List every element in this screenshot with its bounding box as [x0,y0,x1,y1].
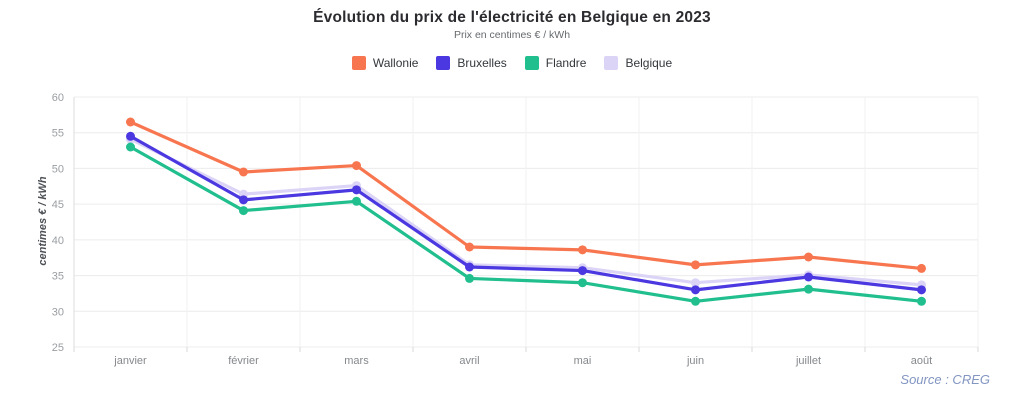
x-tick-label: août [911,355,932,367]
data-point-bruxelles[interactable] [578,266,587,276]
data-point-flandre[interactable] [465,273,474,283]
data-point-belgique[interactable] [691,278,700,288]
data-point-flandre[interactable] [239,206,248,216]
y-tick-label: 55 [52,128,64,140]
source-note: Source : CREG [900,372,990,387]
chart-title: Évolution du prix de l'électricité en Be… [313,9,711,26]
series-line-belgique [128,137,924,287]
data-point-bruxelles[interactable] [352,185,361,195]
x-tick-label: mars [344,355,369,367]
y-tick-label: 40 [52,235,64,247]
y-tick-label: 35 [52,271,64,283]
legend-label: Wallonie [372,56,419,70]
x-tick-label: avril [459,355,479,367]
series-line-bruxelles [128,134,924,292]
x-tick-label: juin [686,355,704,367]
data-point-flandre[interactable] [804,284,813,294]
legend-item-flandre[interactable]: Flandre [524,56,587,70]
y-tick-label: 45 [52,199,64,211]
legend-label: Bruxelles [457,56,507,70]
data-point-wallonie[interactable] [578,245,587,255]
data-point-bruxelles[interactable] [804,272,813,282]
legend-swatch-belgique [604,56,619,70]
y-axis-title: centimes € / kWh [37,176,49,266]
data-point-bruxelles[interactable] [465,262,474,272]
data-point-bruxelles[interactable] [126,131,135,141]
data-point-wallonie[interactable] [804,252,813,262]
legend-item-belgique[interactable]: Belgique [604,56,672,70]
legend-label: Flandre [545,56,587,70]
legend-item-bruxelles[interactable]: Bruxelles [436,56,507,70]
x-tick-label: janvier [113,355,147,367]
y-tick-label: 60 [52,92,64,104]
series-line-flandre [128,145,924,303]
x-tick-label: mai [574,355,592,367]
y-tick-label: 50 [52,163,64,175]
data-point-flandre[interactable] [578,278,587,288]
legend-swatch-bruxelles [436,56,451,70]
y-tick-label: 25 [52,342,64,354]
data-point-wallonie[interactable] [239,167,248,177]
chart-legend: Wallonie Bruxelles Flandre Belgique [0,56,1024,70]
data-point-flandre[interactable] [691,296,700,306]
data-point-wallonie[interactable] [691,260,700,270]
legend-swatch-flandre [524,56,539,70]
data-point-bruxelles[interactable] [917,285,926,295]
x-tick-label: juillet [795,355,821,367]
legend-label: Belgique [625,56,673,70]
data-point-bruxelles[interactable] [239,195,248,205]
data-point-flandre[interactable] [352,196,361,206]
data-point-wallonie[interactable] [126,117,135,127]
series-line-wallonie [128,120,924,271]
data-point-wallonie[interactable] [352,161,361,171]
chart-subtitle: Prix en centimes € / kWh [453,29,571,41]
y-tick-label: 30 [52,306,64,318]
x-tick-label: février [228,355,259,367]
legend-item-wallonie[interactable]: Wallonie [351,56,419,70]
data-point-flandre[interactable] [917,296,926,306]
data-point-wallonie[interactable] [917,263,926,273]
legend-swatch-wallonie [351,56,366,70]
data-point-flandre[interactable] [126,142,135,152]
data-point-bruxelles[interactable] [691,285,700,295]
data-point-wallonie[interactable] [465,242,474,252]
